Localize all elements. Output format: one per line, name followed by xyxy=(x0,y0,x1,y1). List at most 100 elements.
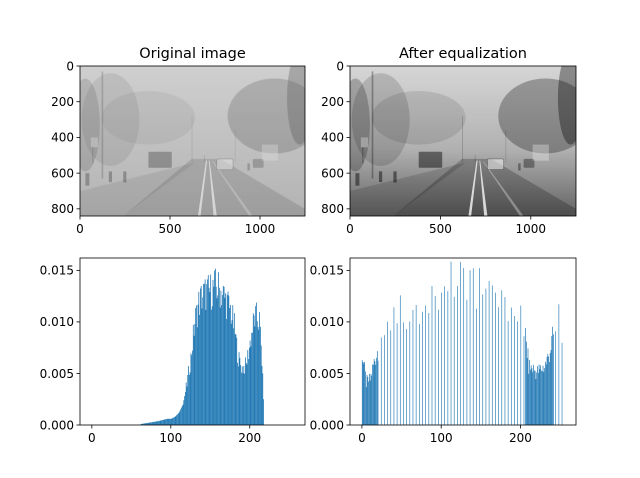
histogram-bar xyxy=(207,279,208,425)
histogram-original-bars xyxy=(140,268,264,425)
histogram-bar xyxy=(222,294,223,425)
histogram-bar xyxy=(262,373,264,425)
histogram-bar xyxy=(228,295,230,425)
histogram-bar xyxy=(534,370,536,425)
histogram-bar xyxy=(367,376,369,425)
histogram-bar xyxy=(186,386,188,425)
histogram-bar xyxy=(457,286,458,425)
histogram-bar xyxy=(549,361,550,425)
histogram-bar xyxy=(177,414,178,425)
histogram-bar xyxy=(155,421,156,425)
histogram-bar xyxy=(438,309,439,425)
histogram-bar xyxy=(255,306,257,425)
histogram-bar xyxy=(553,334,554,425)
subplot-histogram-original: 0 100 200 0.000 0.005 0.010 0.015 xyxy=(40,257,306,445)
histogram-bar xyxy=(178,412,180,425)
histogram-bar xyxy=(558,304,560,425)
histogram-bar xyxy=(528,373,530,425)
xtick-label: 0 xyxy=(346,222,354,236)
histogram-bar xyxy=(205,309,207,425)
histogram-bar xyxy=(537,373,539,425)
histogram-bar xyxy=(194,323,196,425)
histogram-bar xyxy=(154,421,155,425)
histogram-bar xyxy=(526,358,528,425)
ytick-label: 600 xyxy=(51,166,74,180)
histogram-bar xyxy=(208,287,210,425)
histogram-bar xyxy=(539,368,541,425)
ytick-label: 0.005 xyxy=(40,367,74,381)
histogram-bar xyxy=(536,372,538,425)
histogram-bar xyxy=(197,304,199,425)
histogram-bar xyxy=(167,418,169,425)
xtick-label: 1000 xyxy=(245,222,276,236)
histogram-bar xyxy=(192,324,194,425)
histogram-bar xyxy=(463,268,465,425)
equalized-image xyxy=(350,66,576,216)
ytick-label: 0.015 xyxy=(310,264,344,278)
histogram-bar xyxy=(372,364,374,425)
ytick-label: 0.005 xyxy=(310,367,344,381)
xtick-label: 200 xyxy=(509,431,532,445)
histogram-bar xyxy=(365,387,367,425)
xtick-label: 0 xyxy=(76,222,84,236)
histogram-bar xyxy=(199,314,200,425)
ytick-label: 0 xyxy=(336,59,344,73)
histogram-bar xyxy=(170,418,172,425)
histogram-bar xyxy=(160,420,162,425)
histogram-bar xyxy=(155,421,157,425)
histogram-bar xyxy=(370,373,372,425)
histogram-bar xyxy=(549,353,551,425)
histogram-bar xyxy=(188,374,190,425)
histogram-bar xyxy=(190,353,192,425)
histogram-bar xyxy=(237,362,238,425)
xtick-label: 500 xyxy=(159,222,182,236)
histogram-bar xyxy=(375,364,377,425)
histogram-bar xyxy=(164,419,166,425)
ytick-label: 0.000 xyxy=(40,418,74,432)
histogram-bar xyxy=(247,350,249,425)
histogram-bar xyxy=(230,304,231,425)
histogram-bar xyxy=(159,420,161,425)
histogram-bar xyxy=(173,417,174,425)
histogram-bar xyxy=(479,268,480,425)
histogram-bar xyxy=(156,421,158,425)
histogram-bar xyxy=(248,347,250,425)
histogram-bar xyxy=(241,372,242,425)
histogram-bar xyxy=(173,417,175,425)
histogram-bar xyxy=(252,313,254,425)
histogram-bar xyxy=(422,311,423,425)
histogram-bar xyxy=(227,291,229,425)
histogram-bar xyxy=(195,308,197,425)
histogram-bar xyxy=(460,261,461,425)
histogram-bar xyxy=(147,422,148,425)
histogram-bar xyxy=(540,365,542,425)
histogram-bar xyxy=(254,326,256,425)
histogram-bar xyxy=(498,307,499,425)
histogram-bar xyxy=(218,287,220,425)
histogram-bar xyxy=(450,261,452,425)
histogram-bar xyxy=(220,290,222,425)
histogram-bar xyxy=(145,423,147,425)
histogram-bar xyxy=(387,321,388,425)
histogram-bar xyxy=(523,336,525,425)
histogram-bar xyxy=(163,419,165,425)
histogram-bar xyxy=(181,407,182,425)
histogram-bar xyxy=(403,322,404,425)
histogram-bar xyxy=(469,270,471,425)
histogram-bar xyxy=(260,326,261,425)
histogram-bar xyxy=(232,305,234,425)
ytick-label: 600 xyxy=(321,166,344,180)
histogram-bar xyxy=(234,334,236,425)
histogram-bar xyxy=(233,328,234,425)
histogram-bar xyxy=(230,323,232,425)
histogram-bar xyxy=(149,422,151,425)
histogram-bar xyxy=(146,423,148,425)
histogram-bar xyxy=(172,417,174,425)
xtick-label: 500 xyxy=(429,222,452,236)
histogram-bar xyxy=(174,416,176,425)
subplot-histogram-equalized: 0 100 200 0.000 0.005 0.010 0.015 xyxy=(310,257,577,445)
histogram-bar xyxy=(261,365,263,425)
histogram-bar xyxy=(189,372,191,425)
histogram-bar xyxy=(242,373,244,425)
histogram-bar xyxy=(363,363,365,425)
